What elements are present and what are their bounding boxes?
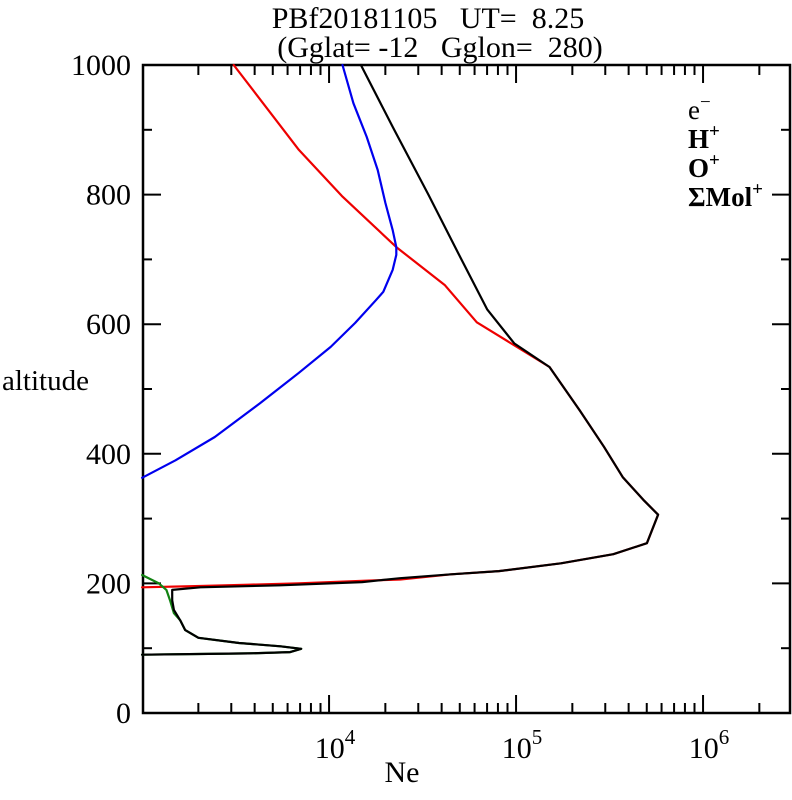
plot-area: 0 200 400 600 800 1000 104 105 106 bbox=[71, 49, 792, 765]
y-tick-label: 1000 bbox=[71, 49, 131, 82]
y-tick-label: 0 bbox=[116, 697, 131, 730]
y-tick-label: 200 bbox=[86, 567, 131, 600]
series-curve-O+ bbox=[141, 63, 660, 589]
chart-title: PBf20181105 UT= 8.25 bbox=[272, 2, 584, 35]
legend-item-O: O+ bbox=[688, 150, 720, 183]
x-axis-label: Ne bbox=[385, 756, 420, 789]
y-tick-label: 600 bbox=[86, 308, 131, 341]
legend-item-ΣMol: ΣMol+ bbox=[688, 179, 763, 212]
y-axis-label: altitude bbox=[2, 365, 89, 397]
x-tick-label: 105 bbox=[502, 725, 543, 765]
chart-subtitle: (Gglat= -12 Gglon= 280) bbox=[277, 31, 602, 64]
y-tick-label: 800 bbox=[86, 179, 131, 212]
y-tick-label: 400 bbox=[86, 438, 131, 471]
legend: e−H+O+ΣMol+ bbox=[688, 92, 763, 212]
legend-item-H: H+ bbox=[688, 121, 720, 154]
legend-item-e: e− bbox=[688, 92, 711, 125]
series-curve-e- bbox=[141, 63, 660, 656]
series-curve-H+ bbox=[141, 63, 398, 479]
x-tick-label: 104 bbox=[315, 725, 356, 765]
x-tick-label: 106 bbox=[689, 725, 730, 765]
